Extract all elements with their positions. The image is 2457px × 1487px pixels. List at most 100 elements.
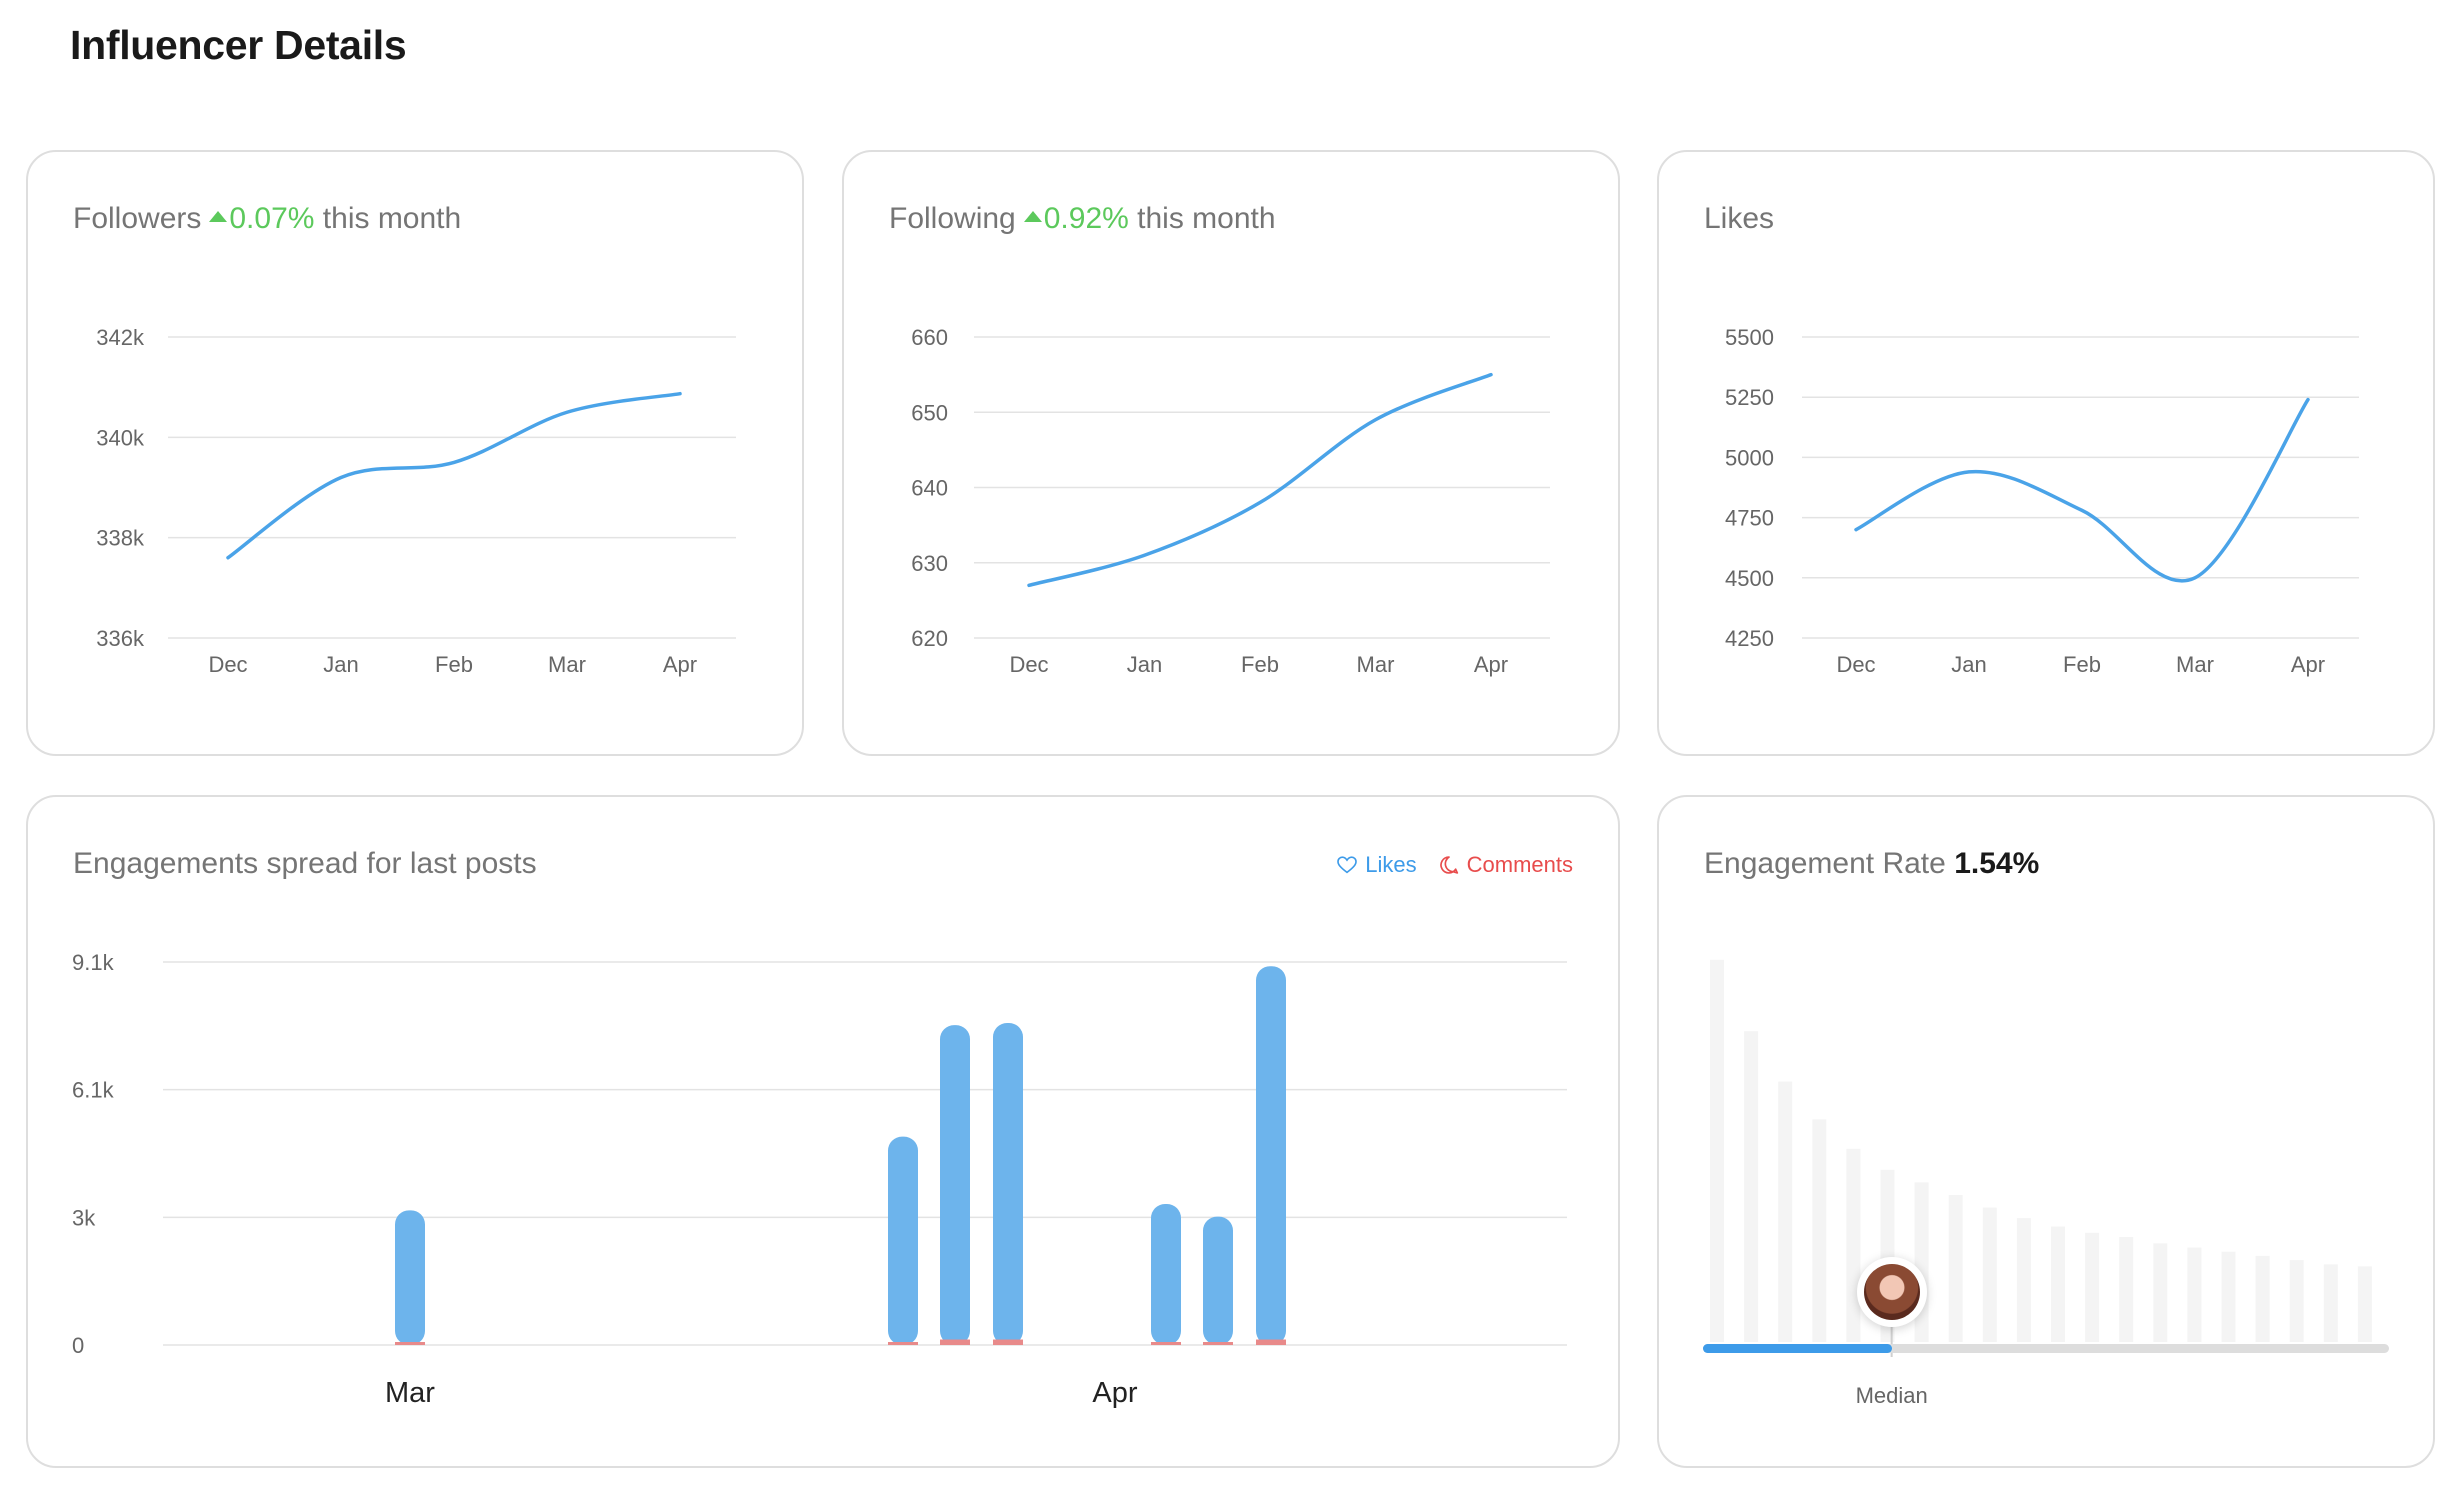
avatar[interactable]: [1856, 1257, 1927, 1327]
followers-label: Followers: [73, 202, 202, 235]
distribution-bar: [2221, 1251, 2236, 1342]
likes-chart: 5500 5250 5000 4750 4500 4250 Dec Jan Feb Mar Apr: [1725, 325, 2359, 677]
legend-comments[interactable]: Comments: [1439, 852, 1573, 878]
distribution-bar: [2255, 1255, 2270, 1342]
distribution-bar: [2153, 1243, 2168, 1342]
trend-up-icon: [1023, 211, 1042, 222]
y-tick-label: 5250: [1725, 385, 1774, 410]
bar-likes[interactable]: [1203, 1216, 1233, 1345]
following-change: 0.92%: [1043, 202, 1129, 235]
x-tick-label: Apr: [663, 652, 697, 677]
likes-title: Likes: [1704, 202, 1775, 235]
legend-likes-label: Likes: [1365, 852, 1417, 877]
likes-card: Likes 5500 5250 5000 4750 4500 4250 Dec Jan Feb M…: [1657, 150, 2435, 756]
bar-likes[interactable]: [940, 1025, 970, 1345]
distribution-bar: [1914, 1182, 1929, 1342]
x-tick-label: Mar: [548, 652, 586, 677]
bar-comments[interactable]: [1151, 1342, 1181, 1345]
data-point: [1489, 373, 1493, 377]
bar-likes[interactable]: [395, 1210, 425, 1345]
distribution-bar: [1744, 1031, 1759, 1342]
engagements-chart: 9.1k 6.1k 3k 0 Mar Apr: [72, 950, 1567, 1409]
y-tick-label: 342k: [96, 325, 145, 350]
following-title: Following 0.92% this month: [889, 202, 1276, 236]
bar-likes[interactable]: [993, 1023, 1023, 1345]
bar-comments[interactable]: [1256, 1339, 1286, 1345]
y-tick-label: 338k: [96, 526, 145, 551]
bar-likes[interactable]: [1151, 1204, 1181, 1345]
y-tick-label: 650: [911, 400, 948, 425]
data-point: [2080, 508, 2084, 512]
data-point: [452, 460, 456, 464]
x-tick-label: Jan: [1127, 652, 1162, 677]
x-tick-label: Apr: [2291, 652, 2325, 677]
following-chart: 660 650 640 630 620 Dec Jan Feb Mar Apr: [911, 325, 1550, 677]
distribution-bar: [1846, 1148, 1861, 1342]
data-point: [339, 475, 343, 479]
x-tick-label: Apr: [1474, 652, 1508, 677]
x-tick-label: Mar: [385, 1377, 435, 1409]
x-tick-label: Dec: [1009, 652, 1048, 677]
data-point: [2193, 576, 2197, 580]
engagement-rate-chart: [1710, 959, 2372, 1357]
trend-up-icon: [209, 211, 228, 222]
y-tick-label: 640: [911, 476, 948, 501]
engagements-card: Engagements spread for last posts Likes …: [26, 795, 1620, 1468]
series-line: [226, 391, 682, 560]
y-tick-label: 5000: [1725, 445, 1774, 470]
avatar-photo: [1863, 1264, 1920, 1320]
legend-likes[interactable]: Likes: [1337, 852, 1417, 878]
distribution-bar: [2119, 1237, 2134, 1342]
distribution-bar: [2357, 1266, 2372, 1342]
y-tick-label: 9.1k: [72, 950, 115, 975]
bar-comments[interactable]: [888, 1342, 918, 1345]
data-point: [678, 392, 682, 396]
y-tick-label: 660: [911, 325, 948, 350]
bar-comments[interactable]: [940, 1339, 970, 1345]
median-fill: [1703, 1344, 1892, 1353]
distribution-bar: [1778, 1081, 1793, 1342]
bar-comments[interactable]: [993, 1339, 1023, 1345]
x-tick-label: Feb: [2063, 652, 2101, 677]
heart-icon: [1337, 856, 1358, 874]
followers-card: Followers 0.07% this month 342k 340k 338k 33…: [26, 150, 804, 756]
followers-suffix: this month: [322, 202, 462, 235]
x-tick-label: Jan: [1951, 652, 1986, 677]
comment-icon: [1439, 856, 1458, 874]
page-title: Influencer Details: [70, 22, 407, 68]
engagement-rate-card: Engagement Rate 1.54% Median: [1657, 795, 2435, 1468]
x-tick-label: Apr: [1092, 1377, 1137, 1409]
following-suffix: this month: [1137, 202, 1276, 235]
data-point: [2306, 398, 2310, 402]
series-line: [1027, 372, 1493, 588]
x-tick-label: Dec: [208, 652, 247, 677]
engagements-legend: Likes Comments: [1337, 852, 1573, 878]
data-point: [1027, 583, 1031, 587]
distribution-bar: [2289, 1260, 2304, 1342]
data-point: [1374, 418, 1378, 422]
distribution-bar: [2187, 1247, 2202, 1342]
bar-comments[interactable]: [1203, 1342, 1233, 1345]
bar-likes[interactable]: [1256, 966, 1286, 1345]
distribution-bar: [2085, 1232, 2100, 1342]
x-tick-label: Feb: [435, 652, 473, 677]
x-tick-label: Mar: [2176, 652, 2214, 677]
legend-comments-label: Comments: [1466, 852, 1573, 877]
distribution-bar: [1982, 1207, 1997, 1342]
y-tick-label: 340k: [96, 425, 145, 450]
followers-title: Followers 0.07% this month: [73, 202, 461, 236]
bar-comments[interactable]: [395, 1342, 425, 1345]
y-tick-label: 336k: [96, 626, 145, 651]
distribution-bar: [1710, 959, 1724, 1342]
followers-chart: 342k 340k 338k 336k Dec Jan Feb Mar Apr: [96, 325, 736, 677]
data-point: [1967, 470, 1971, 474]
distribution-bar: [2051, 1226, 2065, 1342]
x-tick-label: Dec: [1836, 652, 1875, 677]
data-point: [1258, 501, 1262, 505]
x-tick-label: Jan: [323, 652, 358, 677]
y-tick-label: 4500: [1725, 566, 1774, 591]
bar-likes[interactable]: [888, 1136, 918, 1345]
following-card: Following 0.92% this month 660 650 640 630 62…: [842, 150, 1620, 756]
engagement-rate-value: 1.54%: [1954, 847, 2040, 880]
y-tick-label: 6.1k: [72, 1078, 115, 1103]
